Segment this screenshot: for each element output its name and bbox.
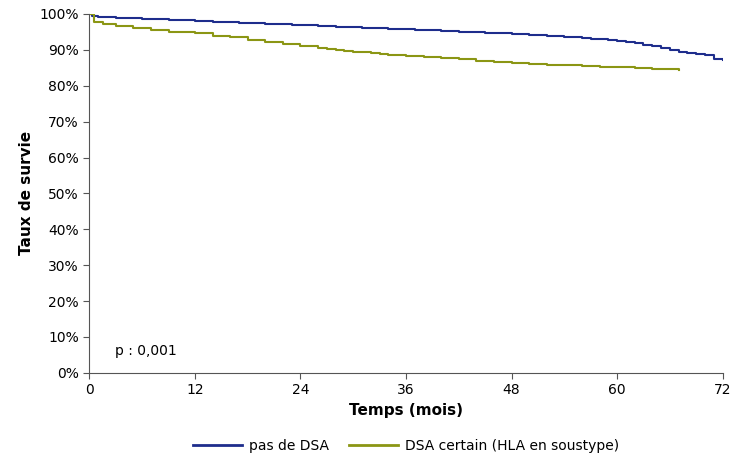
Text: p : 0,001: p : 0,001 [115,344,177,358]
Y-axis label: Taux de survie: Taux de survie [19,131,34,255]
X-axis label: Temps (mois): Temps (mois) [349,403,463,418]
Legend: pas de DSA, DSA certain (HLA en soustype): pas de DSA, DSA certain (HLA en soustype… [188,433,624,459]
